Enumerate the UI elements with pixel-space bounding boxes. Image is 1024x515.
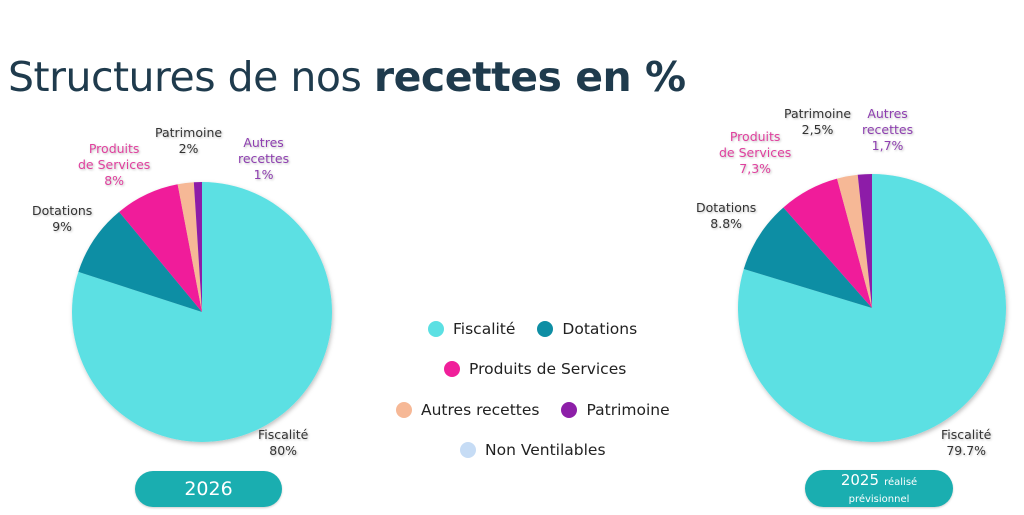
legend-label: Produits de Services: [469, 360, 627, 378]
legend-label: Fiscalité: [453, 320, 516, 338]
legend-item-produits: Produits de Services: [444, 360, 626, 378]
pie2-label-dotations: Dotations 8.8%: [696, 200, 756, 232]
label-value: 8.8%: [710, 216, 743, 231]
pie-slice-dotations: [78, 211, 202, 312]
legend-row: Autres recettes Patrimoine: [396, 401, 670, 419]
pie-chart-2: [737, 174, 1007, 442]
legend-row: Non Ventilables: [460, 441, 606, 459]
year-label: 2025: [840, 471, 879, 489]
legend-item-fiscalite: Fiscalité: [428, 320, 515, 338]
label-value: 2,5%: [801, 122, 834, 137]
legend-label: Autres recettes: [421, 401, 540, 419]
label-value: 1%: [253, 167, 274, 182]
title-bold: recettes en %: [373, 53, 686, 102]
label-name: Patrimoine: [155, 125, 223, 140]
pie-chart-1: [71, 182, 332, 442]
pie-slice-dotations: [743, 207, 872, 308]
year-badge-2026: 2026: [135, 471, 282, 507]
pie1-label-dotations: Dotations 9%: [32, 203, 92, 235]
label-name: Patrimoine: [784, 106, 852, 121]
label-name: Dotations: [696, 200, 757, 215]
pie-slice-patrimoine: [177, 182, 202, 312]
label-value: 1,7%: [871, 138, 904, 153]
legend-row: Produits de Services: [444, 360, 626, 378]
label-name: Fiscalité: [258, 427, 309, 442]
label-value: 7,3%: [739, 161, 772, 176]
pie-slice-produits-de-services: [119, 184, 202, 312]
pie-slice-patrimoine: [837, 174, 872, 308]
label-value: 2%: [178, 141, 199, 156]
year-label: 2026: [184, 478, 233, 500]
label-value: 79.7%: [946, 443, 987, 458]
pie2-label-patrimoine: Patrimoine 2,5%: [784, 106, 851, 138]
legend-swatch-icon: [396, 402, 412, 418]
pie-slice-autres-recettes: [193, 182, 202, 312]
year-line2: prévisionnel: [848, 494, 910, 505]
pie2-label-autres: Autres recettes 1,7%: [862, 106, 914, 153]
legend-row: Fiscalité Dotations: [428, 320, 637, 338]
label-value: 8%: [104, 173, 125, 188]
legend-item-patrimoine: Patrimoine: [561, 401, 670, 419]
legend-item-non-ventilables: Non Ventilables: [460, 441, 606, 459]
legend-label: Dotations: [562, 320, 638, 338]
legend-item-dotations: Dotations: [537, 320, 637, 338]
legend-swatch-icon: [537, 321, 554, 337]
pie2-label-produits: Produits de Services 7,3%: [719, 129, 792, 176]
label-name: Dotations: [32, 203, 93, 218]
pie1-label-patrimoine: Patrimoine 2%: [155, 125, 222, 157]
label-name: Fiscalité: [941, 427, 992, 442]
pie-slice-produits-de-services: [783, 178, 872, 308]
year-suffix: réalisé: [884, 477, 918, 488]
label-value: 80%: [269, 443, 298, 458]
legend-label: Patrimoine: [586, 401, 670, 419]
legend-swatch-icon: [428, 321, 444, 337]
pie1-label-fiscalite: Fiscalité 80%: [258, 427, 308, 459]
legend-label: Non Ventilables: [485, 441, 606, 459]
legend-swatch-icon: [444, 361, 460, 377]
legend-swatch-icon: [561, 402, 578, 418]
label-value: 9%: [52, 219, 73, 234]
pie1-label-autres: Autres recettes 1%: [238, 135, 290, 182]
title-regular: Structures de nos: [8, 53, 374, 102]
pie-slice-fiscalit-: [71, 182, 332, 442]
legend-item-autres: Autres recettes: [396, 401, 539, 419]
pie2-label-fiscalite: Fiscalité 79.7%: [941, 427, 991, 459]
page-title: Structures de nos recettes en %: [8, 53, 686, 101]
year-badge-2025: 2025 réalisé prévisionnel: [805, 470, 953, 507]
pie1-label-produits: Produits de Services 8%: [78, 141, 151, 188]
legend-swatch-icon: [460, 442, 476, 458]
pie-slice-autres-recettes: [857, 174, 872, 308]
